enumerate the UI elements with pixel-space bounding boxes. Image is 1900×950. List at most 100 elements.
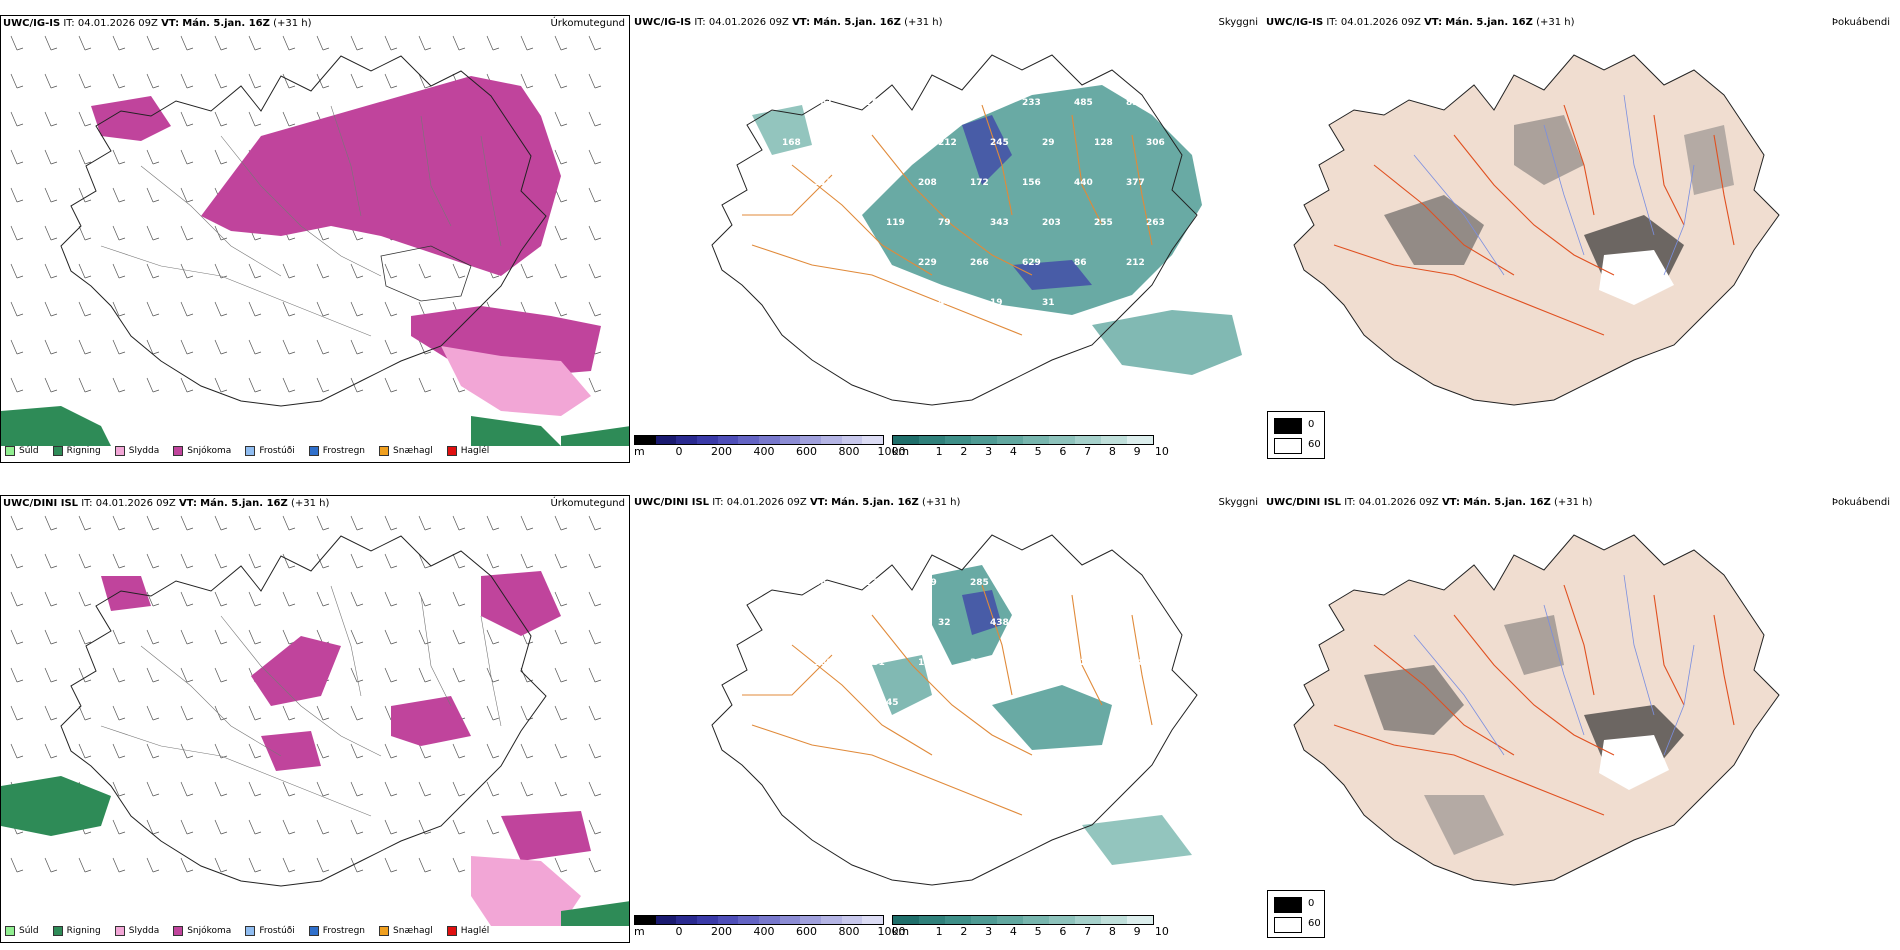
wind-barb [78, 301, 92, 317]
wind-barb [554, 149, 568, 165]
visibility-value-label: 29 [1042, 138, 1055, 148]
fog-legend-bottom: 0 60 [1267, 890, 1325, 938]
colorbar-segment [821, 916, 842, 924]
wind-barb [180, 377, 194, 393]
wind-barb [554, 111, 568, 127]
wind-barb [214, 667, 228, 683]
wind-barb [78, 629, 92, 645]
colorbar-segment [635, 916, 656, 924]
wind-barb [44, 149, 58, 165]
wind-barb [214, 553, 228, 569]
wind-barb [418, 591, 432, 607]
valid-time: Mán. 5.jan. 16Z [831, 497, 919, 508]
wind-barb [384, 73, 398, 89]
legend-swatch [379, 446, 390, 456]
colorbar-tick-label: 400 [753, 445, 775, 458]
wind-barb [180, 339, 194, 355]
wind-barb [146, 553, 160, 569]
snow-area [101, 576, 151, 611]
wind-barb [486, 35, 500, 51]
wind-barb [350, 515, 364, 531]
precip-map [1, 35, 629, 446]
wind-barb [44, 73, 58, 89]
visibility-value-label: 128 [1094, 138, 1113, 148]
wind-barb [112, 301, 126, 317]
wind-barb [452, 263, 466, 279]
visibility-value-label: 377 [1126, 178, 1145, 188]
wind-barb [146, 187, 160, 203]
wind-barb [418, 263, 432, 279]
fog-legend-light-swatch [1274, 438, 1302, 454]
precip-legend: Súld Rigning Slydda Snjókoma Frostúði Fr… [5, 446, 489, 456]
visibility-value-label: 372 [866, 258, 885, 268]
wind-barb [384, 629, 398, 645]
init-time: 04.01.2026 09Z [1340, 17, 1421, 28]
wind-barb [146, 857, 160, 873]
colorbar-segment [779, 436, 801, 444]
wind-barb [316, 377, 330, 393]
visibility-value-label: 168 [762, 578, 781, 588]
wind-barb [588, 149, 602, 165]
wind-barb [44, 225, 58, 241]
colorbar-segment [1049, 436, 1075, 444]
height-colorbar-strip [634, 915, 884, 925]
wind-barb [214, 629, 228, 645]
river-network [1413, 94, 1695, 276]
wind-barb [282, 111, 296, 127]
wind-barb [146, 149, 160, 165]
visibility-colorbar-strip [892, 435, 1154, 445]
wind-barb [486, 629, 500, 645]
valid-time: Mán. 5.jan. 16Z [813, 17, 901, 28]
wind-barb [44, 339, 58, 355]
wind-barb [112, 819, 126, 835]
lead-time: (+31 h) [290, 498, 330, 509]
colorbar-segment [997, 436, 1023, 444]
visibility-value-label: 203 [866, 98, 885, 108]
visibility-value-label: 31 [1042, 298, 1055, 308]
wind-barb [10, 743, 24, 759]
wind-barb [588, 591, 602, 607]
wind-barb [112, 743, 126, 759]
legend-swatch [5, 446, 15, 456]
visibility-value-label: 438 [990, 618, 1009, 628]
wind-barb [520, 781, 534, 797]
wind-barb [146, 629, 160, 645]
visibility-labels: 921 761 203 182 962 233 485 83 168 178 32 212 245 29 1… [762, 98, 1165, 308]
colorbar-segment [893, 916, 919, 924]
wind-barb [316, 515, 330, 531]
wind-barb [316, 301, 330, 317]
wind-barb [316, 819, 330, 835]
wind-barb [452, 515, 466, 531]
wind-barb [384, 857, 398, 873]
visibility-value-label: 198 [814, 258, 833, 268]
wind-barb [78, 187, 92, 203]
wind-barb [78, 73, 92, 89]
wind-barb [452, 667, 466, 683]
wind-barb [10, 377, 24, 393]
wind-barb [248, 819, 262, 835]
wind-barb [44, 111, 58, 127]
wind-barb [78, 339, 92, 355]
wind-barb [418, 515, 432, 531]
legend-swatch [245, 446, 256, 456]
visibility-value-label: 178 [834, 138, 853, 148]
panel-title: Úrkomutegund [550, 18, 625, 29]
colorbar-tick-label: 200 [711, 925, 732, 938]
wind-barb [588, 553, 602, 569]
wind-barb [384, 35, 398, 51]
wind-barb [418, 377, 432, 393]
visibility-value-label: 178 [1126, 658, 1145, 668]
wind-barb [486, 705, 500, 721]
wind-barb [146, 35, 160, 51]
visibility-colorbar: 1 2 3 4 5 6 7 8 9 10 km [892, 435, 1169, 463]
fog-legend-dark-value: 0 [1308, 419, 1315, 430]
colorbar-tick-label: 8 [1108, 925, 1116, 938]
wind-barb [554, 857, 568, 873]
colorbar-segment [971, 916, 997, 924]
panel-header: UWC/DINI ISL IT: 04.01.2026 09Z VT: Mán.… [1266, 497, 1593, 508]
wind-barb [248, 515, 262, 531]
snow-area [391, 696, 471, 746]
wind-barb [452, 781, 466, 797]
wind-barb [350, 781, 364, 797]
wind-barb [146, 515, 160, 531]
